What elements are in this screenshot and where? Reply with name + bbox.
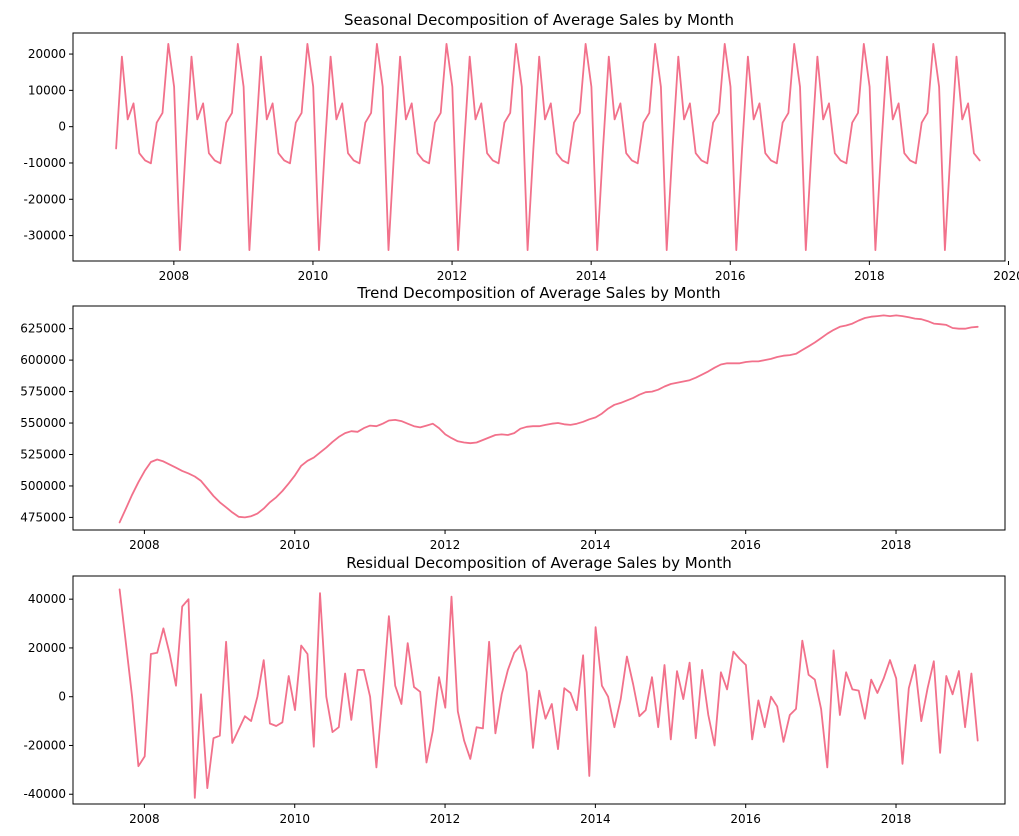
residual-y-tick-label: -40000	[23, 787, 66, 801]
seasonal-axes-frame	[72, 32, 1006, 262]
seasonal-title: Seasonal Decomposition of Average Sales …	[344, 11, 734, 29]
trend-x-tick-label: 2008	[129, 538, 160, 552]
seasonal-panel: Seasonal Decomposition of Average Sales …	[23, 11, 1019, 283]
residual-axes-frame	[72, 575, 1006, 805]
residual-y-tick-label: -20000	[23, 738, 66, 752]
residual-y-tick-label: 0	[58, 690, 66, 704]
residual-x-tick-label: 2016	[730, 812, 761, 826]
seasonal-y-tick-label: 10000	[28, 83, 66, 97]
seasonal-y-tick-label: 0	[58, 120, 66, 134]
seasonal-x-tick-label: 2016	[715, 269, 746, 283]
seasonal-x-tick-label: 2008	[159, 269, 190, 283]
seasonal-x-tick-label: 2020	[993, 269, 1019, 283]
trend-y-tick-label: 575000	[20, 385, 66, 399]
trend-y-tick-label: 500000	[20, 479, 66, 493]
residual-series-line	[118, 588, 979, 799]
trend-y-tick-label: 625000	[20, 322, 66, 336]
trend-x-tick-label: 2016	[730, 538, 761, 552]
residual-x-tick-label: 2018	[881, 812, 912, 826]
trend-y-tick-label: 600000	[20, 353, 66, 367]
trend-y-tick-label: 475000	[20, 510, 66, 524]
trend-y-tick-label: 525000	[20, 447, 66, 461]
seasonal-x-tick-label: 2018	[854, 269, 885, 283]
seasonal-y-tick-label: 20000	[28, 47, 66, 61]
residual-y-tick-label: 20000	[28, 641, 66, 655]
trend-x-tick-label: 2012	[430, 538, 461, 552]
residual-y-tick-label: 40000	[28, 592, 66, 606]
seasonal-x-tick-label: 2014	[576, 269, 607, 283]
residual-panel: Residual Decomposition of Average Sales …	[23, 554, 1006, 826]
trend-axes-frame	[72, 305, 1006, 531]
seasonal-x-tick-label: 2012	[437, 269, 468, 283]
trend-x-tick-label: 2010	[279, 538, 310, 552]
residual-x-tick-label: 2010	[279, 812, 310, 826]
trend-series-line	[118, 314, 979, 524]
seasonal-y-tick-label: -20000	[23, 192, 66, 206]
residual-x-tick-label: 2008	[129, 812, 160, 826]
trend-title: Trend Decomposition of Average Sales by …	[356, 284, 720, 302]
trend-x-tick-label: 2014	[580, 538, 611, 552]
trend-panel: Trend Decomposition of Average Sales by …	[20, 284, 1006, 552]
residual-title: Residual Decomposition of Average Sales …	[346, 554, 732, 572]
residual-x-tick-label: 2012	[430, 812, 461, 826]
trend-y-tick-label: 550000	[20, 416, 66, 430]
residual-x-tick-label: 2014	[580, 812, 611, 826]
seasonal-x-tick-label: 2010	[298, 269, 329, 283]
seasonal-y-tick-label: -30000	[23, 229, 66, 243]
seasonal-series-line	[115, 43, 981, 252]
trend-x-tick-label: 2018	[881, 538, 912, 552]
seasonal-y-tick-label: -10000	[23, 156, 66, 170]
